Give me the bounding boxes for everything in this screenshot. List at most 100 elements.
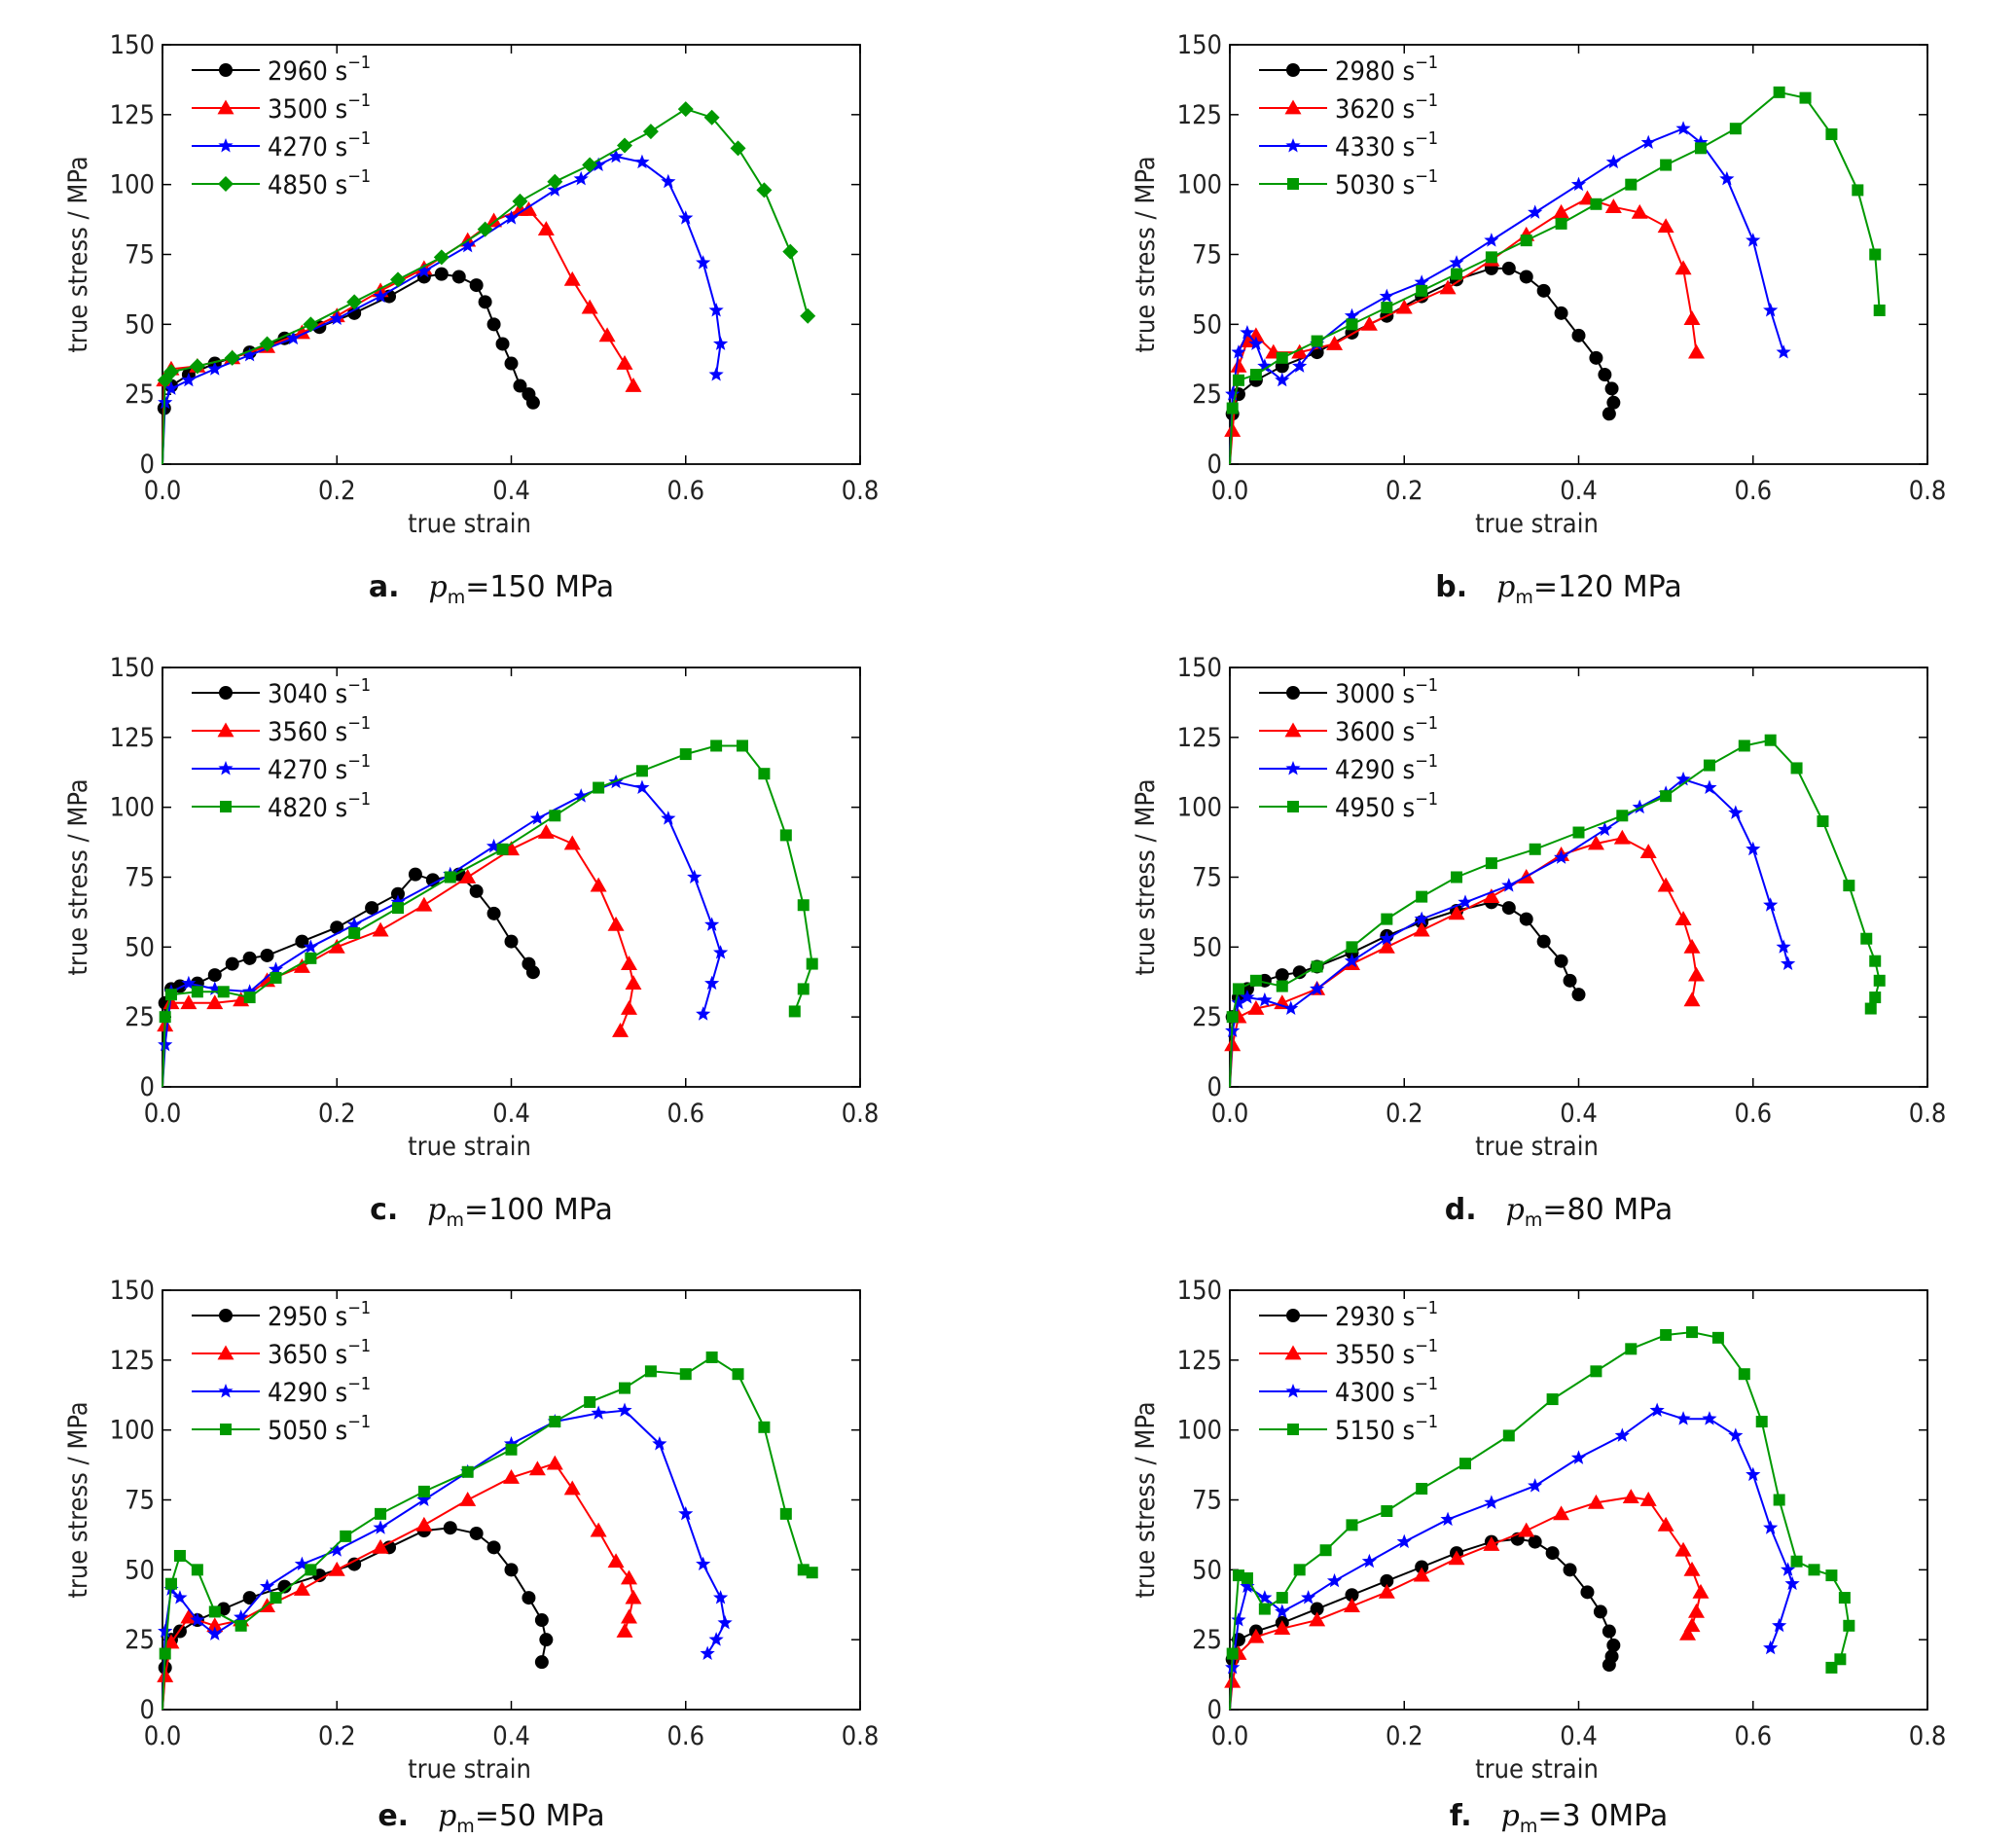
data-point — [1843, 880, 1855, 892]
data-point — [617, 1402, 632, 1418]
x-tick-label: 0.2 — [318, 476, 356, 506]
data-point — [797, 899, 810, 912]
data-point — [708, 302, 724, 317]
data-point — [1605, 154, 1621, 169]
data-point — [1257, 1590, 1273, 1605]
y-tick-label: 150 — [1177, 1276, 1222, 1306]
data-point — [162, 994, 180, 1010]
data-point — [1310, 981, 1325, 995]
data-point — [242, 984, 258, 998]
data-point — [433, 249, 450, 266]
legend-label: 4270 s−1 — [268, 751, 371, 785]
legend-entry: 2980 s−1 — [1259, 53, 1438, 87]
data-point — [1283, 1000, 1299, 1016]
legend-label-exponent: −1 — [1415, 1298, 1438, 1318]
data-point — [1597, 821, 1612, 837]
y-tick-label: 100 — [1177, 793, 1222, 823]
data-point — [1692, 1583, 1710, 1599]
legend-entry: 4290 s−1 — [1259, 751, 1438, 785]
data-point — [1379, 288, 1394, 304]
data-point — [712, 336, 729, 350]
data-point — [625, 378, 642, 392]
caption-subscript: m — [1520, 1816, 1538, 1837]
data-point — [157, 1668, 174, 1682]
data-point — [1755, 1416, 1768, 1428]
panel-caption: b. pm=120 MPa — [1435, 570, 1682, 608]
x-tick-label: 0.6 — [666, 1099, 704, 1129]
data-point — [1746, 1466, 1761, 1482]
data-point — [677, 101, 694, 118]
data-point — [1808, 1564, 1820, 1576]
data-point — [1344, 307, 1360, 323]
data-point — [788, 1005, 801, 1018]
legend-label: 5050 s−1 — [268, 1412, 371, 1446]
data-point — [1825, 127, 1838, 140]
y-tick-label: 150 — [1177, 30, 1222, 60]
data-point — [242, 951, 257, 965]
x-axis-label: true strain — [408, 1132, 531, 1162]
x-axis-label: true strain — [1475, 1132, 1599, 1162]
data-point — [389, 271, 406, 288]
data-point — [1248, 336, 1264, 350]
series-4300 — [1225, 1402, 1800, 1711]
data-point — [1501, 261, 1516, 275]
caption-subscript: m — [1525, 1209, 1543, 1231]
data-point — [303, 939, 318, 954]
x-tick-label: 0.0 — [144, 1721, 182, 1751]
y-tick-label: 150 — [110, 30, 155, 60]
y-tick-label: 25 — [125, 379, 155, 410]
legend-entry: 4270 s−1 — [192, 128, 371, 162]
data-point — [1291, 343, 1309, 359]
data-point — [1240, 324, 1255, 340]
data-point — [415, 896, 433, 912]
y-tick-label: 150 — [110, 653, 155, 683]
data-point — [181, 975, 197, 991]
data-point — [1226, 1647, 1239, 1660]
data-point — [1528, 204, 1543, 219]
data-point — [1536, 934, 1551, 949]
caption-letter: f. — [1450, 1799, 1501, 1833]
data-point — [328, 938, 345, 954]
data-point — [259, 1578, 275, 1594]
caption-symbol: p — [1501, 1799, 1520, 1833]
series-4270 — [158, 148, 729, 465]
data-point — [1825, 1569, 1838, 1582]
x-tick-label: 0.6 — [666, 1721, 704, 1751]
data-point — [687, 869, 702, 883]
data-point — [444, 871, 456, 883]
panel-caption: e. pm=50 MPa — [378, 1799, 604, 1837]
caption-letter: c. — [370, 1193, 427, 1227]
data-point — [305, 1564, 317, 1576]
data-point — [525, 965, 540, 980]
data-point — [1773, 86, 1785, 98]
data-point — [758, 768, 771, 780]
data-point — [705, 1351, 718, 1363]
y-axis-label: true stress / MPa — [63, 156, 93, 352]
data-point — [259, 336, 275, 352]
data-point — [1572, 826, 1585, 839]
data-point — [1571, 988, 1586, 1002]
legend-label: 2930 s−1 — [1335, 1298, 1438, 1332]
legend-label-exponent: −1 — [347, 166, 371, 187]
data-point — [1230, 357, 1247, 373]
data-point — [243, 992, 256, 1004]
data-point — [270, 1592, 282, 1605]
data-point — [1416, 1483, 1428, 1496]
data-point — [1764, 734, 1777, 746]
data-point — [1285, 761, 1301, 775]
data-point — [503, 1436, 520, 1451]
legend-label-exponent: −1 — [347, 751, 371, 772]
data-point — [612, 1023, 630, 1037]
caption-subscript: m — [1515, 587, 1533, 608]
data-point — [218, 761, 234, 775]
data-point — [1614, 1427, 1630, 1442]
data-point — [1485, 251, 1497, 264]
y-tick-label: 0 — [1207, 1695, 1222, 1725]
data-point — [1240, 1578, 1255, 1594]
data-point — [591, 1405, 606, 1420]
data-point — [1485, 857, 1497, 870]
legend-label: 3620 s−1 — [1335, 90, 1438, 125]
data-point — [220, 1424, 232, 1435]
data-point — [758, 1421, 771, 1433]
data-point — [620, 1569, 637, 1585]
